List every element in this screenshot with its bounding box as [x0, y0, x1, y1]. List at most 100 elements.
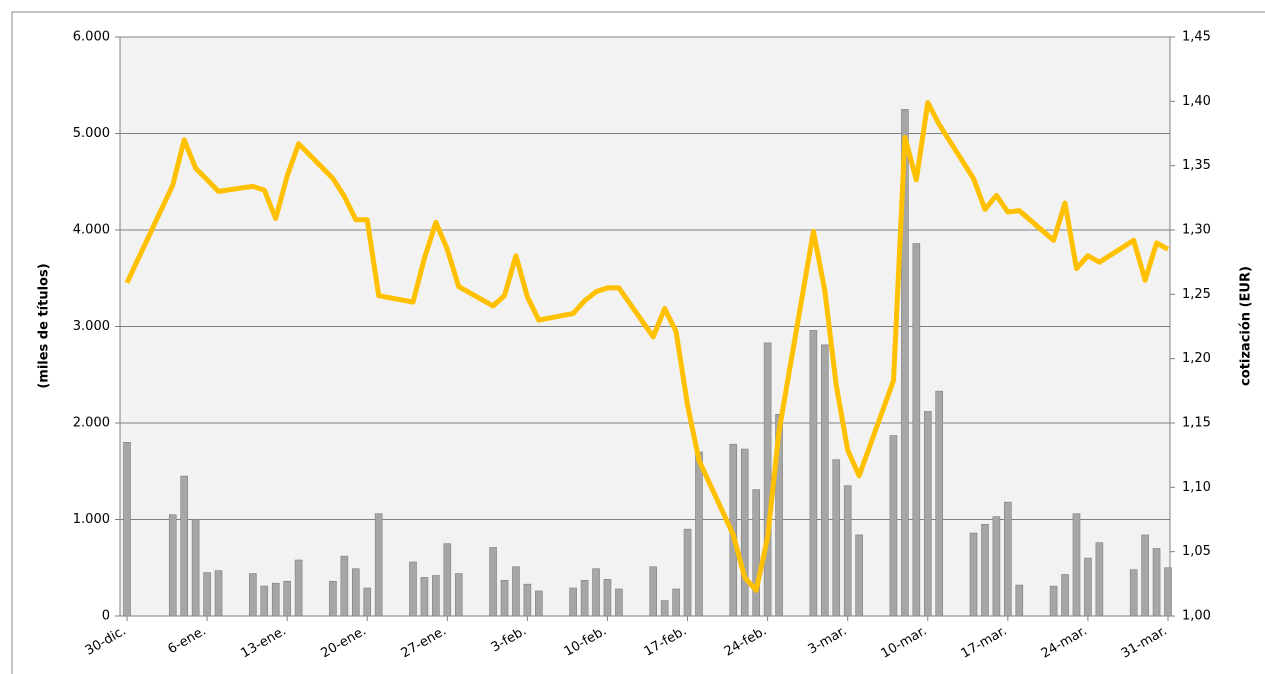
y2-tick-label: 1,40: [1182, 94, 1211, 109]
price-line: [124, 100, 1170, 593]
bar: [992, 516, 1001, 617]
bar: [935, 390, 944, 617]
bar: [489, 547, 497, 617]
bar: [763, 342, 772, 617]
bar: [832, 459, 841, 617]
bar: [1129, 569, 1138, 617]
bar: [969, 532, 978, 617]
bar: [981, 524, 989, 617]
frame: [11, 11, 1265, 674]
bar: [512, 566, 520, 617]
bar: [855, 534, 863, 617]
bar: [535, 590, 543, 617]
x-tick-label: 31-mar.: [1119, 624, 1170, 662]
x-tick-label: 3-feb.: [489, 624, 529, 656]
bar: [420, 577, 429, 617]
y-tick-label: 5.000: [73, 126, 110, 141]
bar: [603, 579, 612, 617]
bar: [592, 568, 600, 617]
x-tick-label: 24-feb.: [722, 624, 770, 660]
bar: [1084, 557, 1092, 617]
bar: [1015, 584, 1024, 617]
bar: [672, 588, 680, 617]
bar: [168, 514, 177, 617]
bar: [1152, 548, 1161, 617]
y-axis-label: (miles de títulos): [37, 263, 52, 388]
y-tick-label: 0: [102, 609, 110, 624]
x-tick-label: 24-mar.: [1039, 624, 1090, 662]
bar: [214, 570, 223, 617]
x-tick-label: 3-mar.: [806, 624, 850, 658]
bar: [351, 568, 360, 617]
bar: [329, 580, 337, 617]
bar: [1004, 501, 1012, 617]
bar: [843, 485, 852, 617]
bar: [363, 587, 372, 617]
bar: [249, 573, 257, 617]
bar: [695, 451, 703, 617]
bar: [374, 513, 383, 617]
bar: [923, 411, 932, 617]
x-tick-label: 10-mar.: [879, 624, 930, 662]
y-tick-label: 3.000: [73, 319, 110, 334]
bar: [294, 559, 303, 617]
bar: [443, 543, 452, 617]
y2-tick-label: 1,05: [1182, 544, 1211, 559]
bar: [340, 555, 349, 617]
x-tick-label: 13-ene.: [238, 624, 288, 662]
y2-tick-label: 1,45: [1182, 30, 1211, 45]
bar: [409, 561, 417, 617]
y-tick-label: 2.000: [73, 416, 110, 431]
bar: [191, 519, 200, 617]
bar: [580, 579, 589, 617]
x-tick-label: 17-mar.: [959, 624, 1010, 662]
bar: [283, 580, 291, 617]
bar: [454, 573, 463, 617]
bar: [432, 575, 440, 617]
bar: [683, 528, 692, 617]
x-tick-label: 6-ene.: [166, 624, 209, 658]
y-tick-label: 1.000: [73, 512, 110, 527]
x-tick-label: 20-ene.: [319, 624, 369, 662]
bar: [821, 344, 829, 617]
bar: [123, 441, 131, 617]
x-tick-label: 10-feb.: [562, 624, 610, 660]
bar: [889, 435, 898, 617]
bar: [1095, 542, 1104, 617]
y2-tick-label: 1,15: [1182, 416, 1211, 431]
y2-axis-label: cotización (EUR): [1239, 266, 1254, 386]
x-tick-label: 30-dic.: [83, 624, 129, 659]
bar: [615, 588, 623, 617]
bar: [912, 243, 921, 617]
y2-tick-label: 1,25: [1182, 287, 1211, 302]
bar: [775, 414, 783, 617]
x-tick-label: 27-ene.: [399, 624, 449, 662]
bar: [660, 600, 669, 617]
bar: [1141, 534, 1149, 617]
y2-tick-label: 1,30: [1182, 223, 1211, 238]
bar: [180, 475, 188, 617]
bar: [569, 587, 577, 617]
y2-tick-label: 1,20: [1182, 351, 1211, 366]
bar: [523, 583, 532, 617]
bar: [809, 330, 818, 617]
y2-tick-label: 1,35: [1182, 158, 1211, 173]
bar: [752, 489, 760, 617]
bar: [203, 572, 211, 617]
y2-tick-label: 1,00: [1182, 609, 1211, 624]
y-tick-label: 4.000: [73, 223, 110, 238]
bar: [1061, 574, 1069, 617]
bar: [1072, 513, 1081, 617]
bar: [271, 582, 280, 617]
bar: [260, 585, 269, 617]
x-tick-label: 17-feb.: [642, 624, 690, 660]
bar: [1164, 567, 1172, 617]
y-tick-label: 6.000: [73, 30, 110, 45]
bar: [1049, 585, 1058, 617]
bar: [740, 448, 749, 617]
bar: [901, 109, 909, 617]
bar: [649, 566, 658, 617]
bar: [500, 579, 509, 617]
y2-tick-label: 1,10: [1182, 480, 1211, 495]
